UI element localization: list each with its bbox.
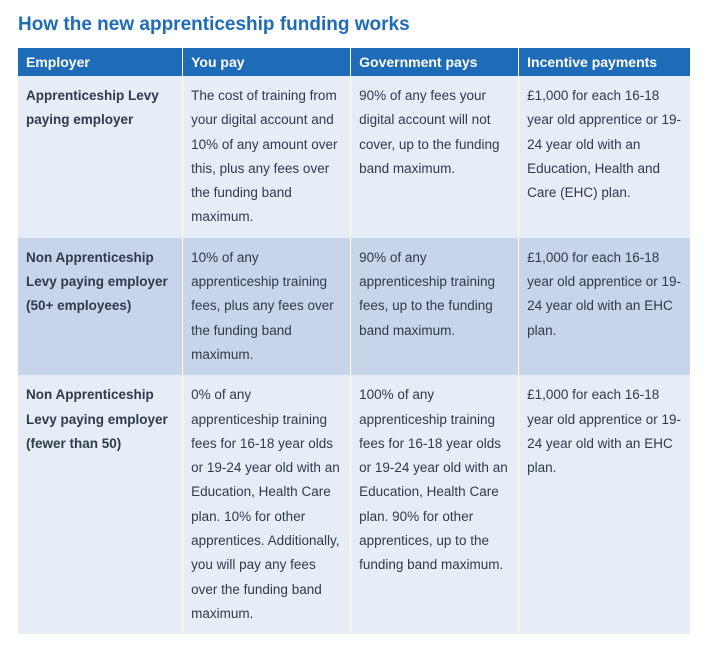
cell-employer: Non Apprenticeship Levy paying employer … xyxy=(18,238,183,375)
cell-employer: Non Apprenticeship Levy paying employer … xyxy=(18,375,183,634)
cell-government-pays: 90% of any fees your digital account wil… xyxy=(351,76,519,238)
cell-you-pay: 10% of any apprenticeship training fees,… xyxy=(183,238,351,375)
cell-government-pays: 90% of any apprenticeship training fees,… xyxy=(351,238,519,375)
table-row: Non Apprenticeship Levy paying employer … xyxy=(18,375,690,634)
cell-you-pay: 0% of any apprenticeship training fees f… xyxy=(183,375,351,634)
col-header-employer: Employer xyxy=(18,48,183,76)
table-row: Apprenticeship Levy paying employer The … xyxy=(18,76,690,238)
col-header-incentive: Incentive payments xyxy=(519,48,690,76)
table-header-row: Employer You pay Government pays Incenti… xyxy=(18,48,690,76)
cell-incentive: £1,000 for each 16-18 year old apprentic… xyxy=(519,238,690,375)
funding-table: Employer You pay Government pays Incenti… xyxy=(18,48,690,634)
cell-you-pay: The cost of training from your digital a… xyxy=(183,76,351,238)
col-header-government-pays: Government pays xyxy=(351,48,519,76)
page-title: How the new apprenticeship funding works xyxy=(18,14,690,36)
cell-incentive: £1,000 for each 16-18 year old apprentic… xyxy=(519,375,690,634)
cell-employer: Apprenticeship Levy paying employer xyxy=(18,76,183,238)
cell-government-pays: 100% of any apprenticeship training fees… xyxy=(351,375,519,634)
cell-incentive: £1,000 for each 16-18 year old apprentic… xyxy=(519,76,690,238)
col-header-you-pay: You pay xyxy=(183,48,351,76)
table-row: Non Apprenticeship Levy paying employer … xyxy=(18,238,690,375)
